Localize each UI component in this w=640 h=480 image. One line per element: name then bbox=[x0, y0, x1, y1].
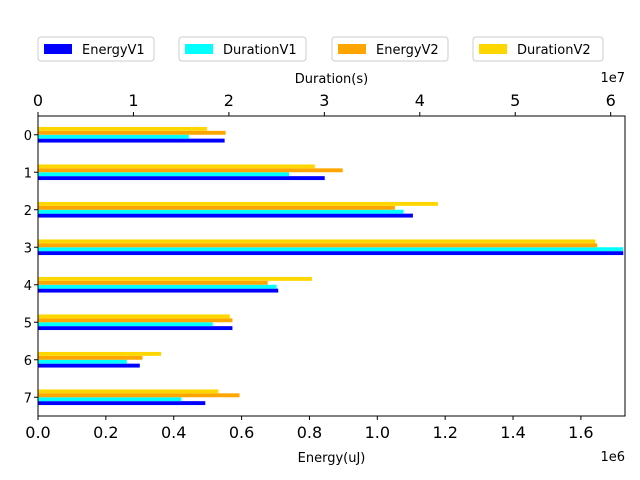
x-top-tick-label: 2 bbox=[224, 91, 234, 110]
x-bottom-tick-label: 1.6 bbox=[568, 423, 593, 442]
bar-energyv2-1 bbox=[38, 168, 343, 173]
bar-energyv2-4 bbox=[38, 280, 268, 285]
x-bottom-tick-label: 0.8 bbox=[297, 423, 322, 442]
bar-energyv1-7 bbox=[38, 401, 206, 406]
x-axis-label-top: Duration(s) bbox=[295, 72, 368, 87]
legend-swatch bbox=[44, 44, 72, 54]
y-tick-label: 1 bbox=[24, 166, 32, 181]
x-top-tick-label: 0 bbox=[33, 91, 43, 110]
y-tick-label: 5 bbox=[24, 316, 32, 331]
legend-item-energyv1: EnergyV1 bbox=[37, 36, 155, 62]
x-axis-offset-top: 1e7 bbox=[600, 71, 625, 86]
bar-energyv1-0 bbox=[38, 138, 225, 143]
bar-energyv1-3 bbox=[38, 251, 624, 256]
x-axis-label-bottom: Energy(uJ) bbox=[298, 451, 366, 466]
bar-energyv1-1 bbox=[38, 176, 325, 181]
y-tick-label: 0 bbox=[24, 129, 32, 144]
bar-energyv1-5 bbox=[38, 326, 233, 331]
bar-energyv1-4 bbox=[38, 288, 279, 293]
x-top-tick-label: 4 bbox=[415, 91, 425, 110]
legend-box bbox=[472, 36, 604, 62]
bar-durationv1-5 bbox=[38, 322, 213, 327]
x-bottom-tick-label: 0.0 bbox=[25, 423, 50, 442]
bar-durationv2-7 bbox=[38, 389, 219, 394]
y-tick-label: 2 bbox=[24, 204, 32, 219]
legend-swatch bbox=[479, 44, 507, 54]
legend-item-energyv2: EnergyV2 bbox=[331, 36, 449, 62]
bar-energyv2-5 bbox=[38, 318, 233, 323]
legend-box bbox=[37, 36, 155, 62]
legend-item-durationv1: DurationV1 bbox=[178, 36, 307, 62]
x-bottom-tick-label: 0.4 bbox=[161, 423, 186, 442]
legend-swatch bbox=[338, 44, 366, 54]
plot-frame bbox=[37, 115, 626, 417]
legend-box bbox=[331, 36, 449, 62]
bar-durationv2-2 bbox=[38, 201, 438, 206]
bar-energyv2-7 bbox=[38, 393, 240, 398]
legend-label: EnergyV1 bbox=[82, 43, 145, 58]
y-tick-label: 3 bbox=[24, 241, 32, 256]
bar-energyv1-2 bbox=[38, 213, 413, 218]
y-tick-label: 7 bbox=[24, 391, 32, 406]
bar-durationv2-3 bbox=[38, 239, 596, 244]
x-bottom-tick-label: 1.0 bbox=[365, 423, 390, 442]
y-axis: 0 1 2 3 4 5 6 7 bbox=[24, 129, 38, 406]
bars bbox=[38, 126, 624, 406]
bar-energyv2-0 bbox=[38, 130, 226, 135]
bar-durationv1-4 bbox=[38, 284, 277, 289]
bar-durationv2-4 bbox=[38, 276, 312, 281]
y-tick-label: 4 bbox=[24, 279, 32, 294]
bar-energyv1-6 bbox=[38, 363, 140, 368]
bar-energyv2-2 bbox=[38, 205, 395, 210]
bar-durationv1-6 bbox=[38, 359, 127, 364]
y-tick-label: 6 bbox=[24, 354, 32, 369]
bar-energyv2-6 bbox=[38, 355, 143, 360]
x-axis-bottom: 0.0 0.2 0.4 0.6 0.8 1.0 1.2 1.4 1.6 bbox=[25, 416, 594, 442]
bar-durationv1-3 bbox=[38, 247, 624, 252]
x-bottom-tick-label: 0.2 bbox=[93, 423, 118, 442]
x-bottom-tick-label: 1.4 bbox=[500, 423, 525, 442]
bar-durationv1-0 bbox=[38, 134, 189, 139]
legend-swatch bbox=[185, 44, 213, 54]
x-top-tick-label: 3 bbox=[319, 91, 329, 110]
bar-durationv1-7 bbox=[38, 397, 182, 402]
legend-label: DurationV2 bbox=[517, 43, 591, 58]
bar-durationv1-1 bbox=[38, 172, 290, 177]
legend-item-durationv2: DurationV2 bbox=[472, 36, 604, 62]
x-axis-top: 0 1 2 3 4 5 6 bbox=[33, 91, 616, 116]
x-bottom-tick-label: 1.2 bbox=[432, 423, 457, 442]
bar-durationv2-6 bbox=[38, 351, 162, 356]
bar-durationv1-2 bbox=[38, 209, 404, 214]
bar-durationv2-5 bbox=[38, 314, 230, 319]
x-bottom-tick-label: 0.6 bbox=[229, 423, 254, 442]
x-top-tick-label: 6 bbox=[606, 91, 616, 110]
x-axis-offset-bottom: 1e6 bbox=[600, 450, 625, 465]
bar-durationv2-0 bbox=[38, 126, 207, 131]
x-top-tick-label: 1 bbox=[128, 91, 138, 110]
legend: EnergyV1 DurationV1 EnergyV2 DurationV2 bbox=[37, 36, 604, 62]
legend-label: EnergyV2 bbox=[376, 43, 439, 58]
bar-energyv2-3 bbox=[38, 243, 598, 248]
legend-box bbox=[178, 36, 307, 62]
bar-durationv2-1 bbox=[38, 164, 315, 169]
legend-label: DurationV1 bbox=[223, 43, 297, 58]
x-top-tick-label: 5 bbox=[510, 91, 520, 110]
